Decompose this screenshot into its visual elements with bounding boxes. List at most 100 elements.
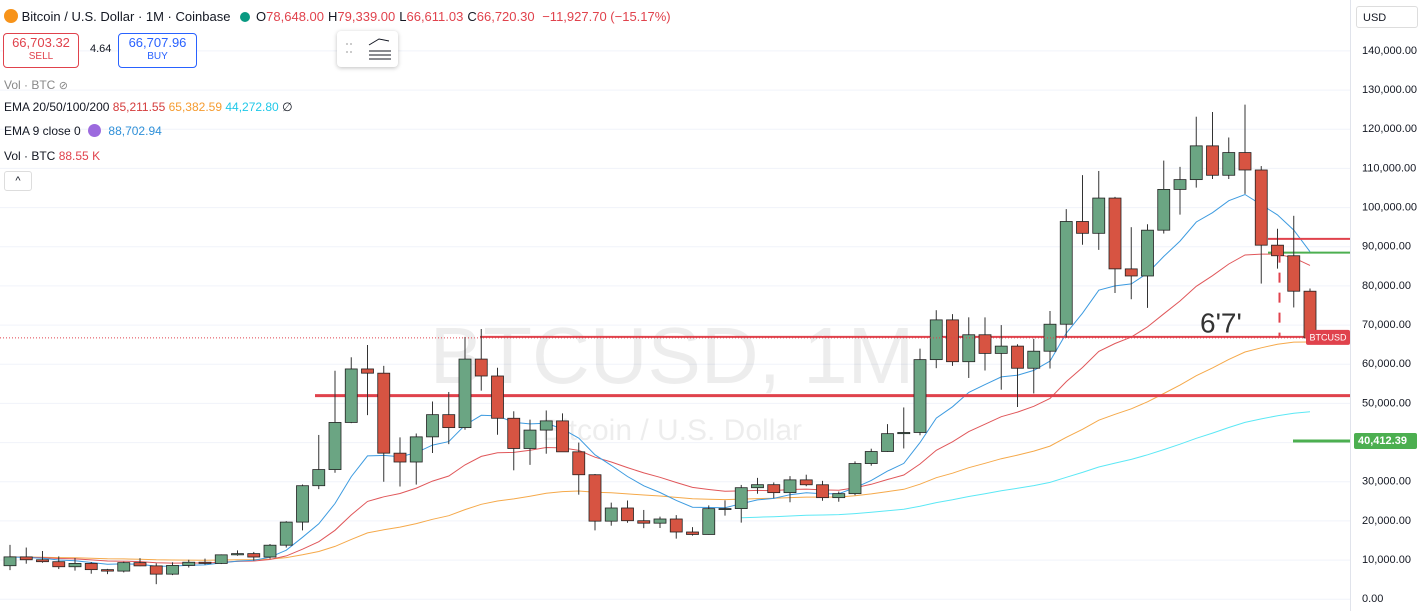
candle-body (702, 508, 716, 535)
candle-body (653, 518, 667, 524)
ohlc-value: 66,611.03 (406, 9, 464, 24)
candle-body (978, 334, 992, 354)
collapse-button[interactable]: ^ (4, 171, 32, 191)
candle-body (149, 565, 163, 575)
legend-value: 88,702.94 (108, 124, 162, 138)
header: Bitcoin / U.S. Dollar · 1M · Coinbase O 7… (4, 9, 671, 24)
candle-body (1141, 229, 1154, 277)
candle-body (556, 420, 569, 453)
symbol[interactable]: Bitcoin / U.S. Dollar · 1M · Coinbase (21, 9, 231, 24)
candle-body (491, 375, 504, 419)
candle-body (361, 368, 374, 374)
candle-body (1108, 197, 1122, 270)
candle-body (946, 319, 959, 363)
ohlc-label: O (256, 9, 267, 24)
candle-body (1271, 244, 1284, 257)
y-tick-label: 140,000.00 (1362, 45, 1417, 57)
candle-body (734, 487, 748, 509)
candle-body (832, 493, 846, 499)
legend-ema9[interactable]: EMA 9 close 0 88,702.94 (4, 124, 162, 138)
candle-body (962, 334, 976, 363)
candle-body (182, 561, 196, 566)
candle-body (1011, 345, 1024, 369)
candle-body (1157, 189, 1171, 231)
candle-body (816, 484, 829, 499)
candle-body (864, 451, 878, 464)
drawing-toolbar[interactable] (337, 31, 398, 67)
candle-body (929, 319, 943, 361)
ema-line (741, 411, 1311, 519)
candle-body (994, 345, 1008, 354)
candle-body (1027, 350, 1041, 369)
candle-body (913, 359, 927, 433)
candle-body (247, 553, 261, 558)
buy-label: BUY (147, 51, 168, 62)
candle-body (442, 414, 456, 429)
candle-body (409, 436, 423, 463)
ohlc-value: 79,339.00 (337, 9, 396, 24)
candle-body (799, 479, 813, 486)
ohlc-label: H (328, 9, 338, 24)
candle-body (3, 556, 17, 567)
y-tick-label: 100,000.00 (1362, 201, 1417, 213)
candle-body (296, 485, 309, 523)
price-axis (1350, 0, 1425, 611)
candle-body (621, 507, 634, 522)
legend-icon (88, 124, 102, 137)
sell-label: SELL (28, 51, 54, 62)
buy-button[interactable]: 66,707.96 BUY (118, 33, 197, 68)
candle-body (231, 553, 244, 556)
candle-body (604, 507, 618, 522)
legend-value: 88.55 K (58, 149, 101, 163)
watermark-subtitle: Bitcoin / U.S. Dollar (542, 414, 802, 447)
annotation: 6'7' (1200, 307, 1242, 338)
candle-body (751, 484, 764, 489)
y-tick-label: 90,000.00 (1362, 241, 1411, 253)
legend-value: ∅ (282, 100, 293, 114)
legend-name: Vol · BTC (4, 78, 56, 92)
candle-body (166, 565, 179, 575)
level-tag (1354, 432, 1417, 449)
legend-name: EMA 20/50/100/200 (4, 100, 110, 114)
candle-body (588, 474, 602, 522)
y-tick-label: 120,000.00 (1362, 123, 1417, 135)
y-tick-label: 10,000.00 (1362, 554, 1411, 566)
candle-body (669, 518, 683, 533)
candle-body (279, 521, 293, 546)
legend-vol[interactable]: Vol · BTC 88.55 K (4, 149, 100, 163)
coin-icon (4, 9, 18, 23)
candle-body (1206, 145, 1219, 176)
candle-body (36, 559, 49, 563)
legend-value: 85,211.55 (112, 100, 166, 114)
sell-button[interactable]: 66,703.32 SELL (3, 33, 79, 68)
candle-body (1059, 221, 1073, 325)
ohlc-value: 66,720.30 (476, 9, 535, 24)
legend-ema[interactable]: EMA 20/50/100/200 85,211.55 65,382.59 44… (4, 100, 293, 114)
candle-body (686, 531, 699, 535)
price-tag (1306, 329, 1350, 345)
candle-body (523, 429, 537, 449)
currency-button[interactable]: USD (1356, 6, 1418, 28)
candle-body (344, 368, 358, 423)
sell-price: 66,703.32 (12, 35, 70, 50)
y-tick-label: 0.00 (1362, 593, 1383, 605)
candle-body (1173, 179, 1187, 190)
candle-body (1238, 152, 1252, 171)
candle-body (572, 451, 586, 476)
y-tick-label: 20,000.00 (1362, 515, 1411, 527)
candle-body (848, 463, 862, 495)
ohlc-label: C (467, 9, 477, 24)
legend-vol-hidden[interactable]: Vol · BTC ⊘ (4, 78, 68, 92)
market-status[interactable] (240, 12, 251, 22)
candle-body (881, 433, 894, 452)
change: −11,927.70 (−15.17%) (542, 9, 671, 24)
candle-body (1092, 197, 1106, 234)
y-tick-label: 60,000.00 (1362, 358, 1411, 370)
y-tick-label: 50,000.00 (1362, 397, 1411, 409)
candle-body (1124, 268, 1138, 277)
legend-value: 44,272.80 (225, 100, 279, 114)
ohlc-label: L (399, 9, 407, 24)
y-tick-label: 80,000.00 (1362, 280, 1411, 292)
candle-body (117, 562, 131, 572)
